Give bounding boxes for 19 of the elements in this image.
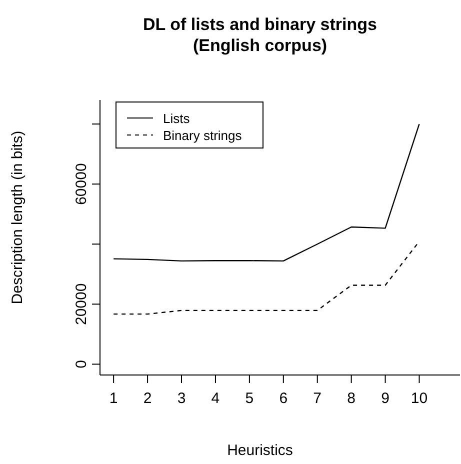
x-tick-label: 6 [279,390,288,407]
x-axis-title: Heuristics [227,442,293,459]
y-axis-title: Description length (in bits) [9,130,26,304]
x-tick-label: 10 [410,390,428,407]
x-tick-label: 4 [211,390,220,407]
chart-title: DL of lists and binary strings (English corpus) [143,15,377,55]
y-tick-label: 20000 [73,283,90,326]
x-tick-label: 2 [143,390,152,407]
x-tick-label: 8 [347,390,356,407]
x-tick-label: 7 [313,390,322,407]
line-series [112,123,420,262]
y-tick-label: 60000 [73,163,90,205]
legend-label: Binary strings [163,128,242,143]
x-tick-label: 9 [381,390,390,407]
x-tick-label: 5 [245,390,254,407]
legend-label: Lists [163,111,190,126]
y-tick-label: 0 [73,360,90,368]
x-tick-label: 1 [109,390,118,407]
x-tick-label: 3 [177,390,186,407]
